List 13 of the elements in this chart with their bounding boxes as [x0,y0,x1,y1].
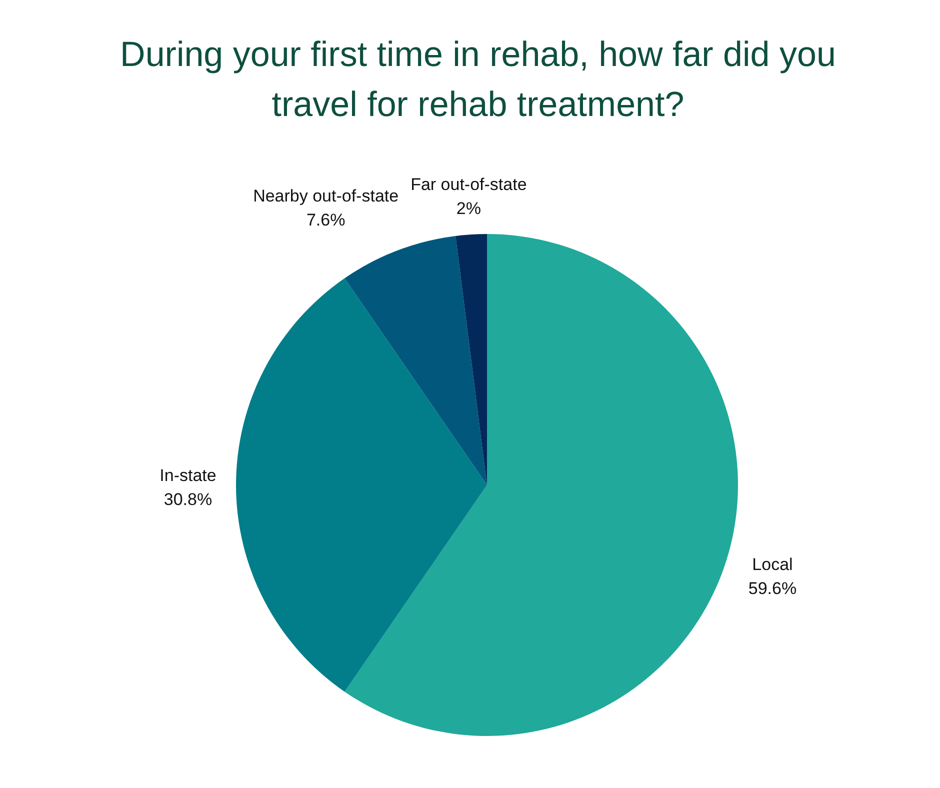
pie-slice [344,236,487,485]
data-label: 59.6% [748,578,797,598]
data-label: 2% [456,199,481,218]
slice-label: Far out-of-state [410,175,527,194]
data-label: 7.6% [306,210,346,230]
slice-label: Nearby out-of-state [253,186,399,206]
pie-slice [236,278,487,692]
slice-label: In-state [160,466,216,485]
data-label: 30.8% [164,490,212,509]
chart-title: During your first time in rehab, how far did you travel for rehab treatment? [120,35,836,124]
pie-slice [456,234,487,485]
pie-slice [344,234,738,736]
slice-label: Local [752,554,793,574]
